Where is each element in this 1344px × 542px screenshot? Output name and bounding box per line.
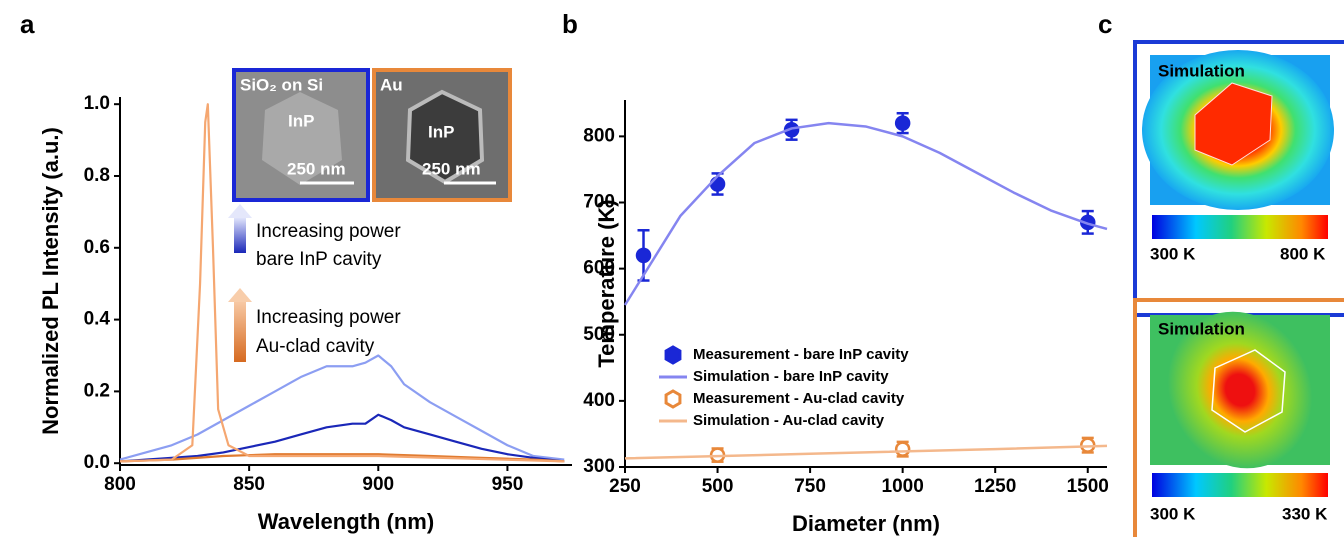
y-tick-label: 0.4 xyxy=(84,309,111,330)
y-tick-label: 800 xyxy=(583,125,615,146)
inset-shape xyxy=(262,92,342,185)
legend-swatch xyxy=(664,345,682,365)
map-particle xyxy=(1211,349,1286,433)
x-tick-label: 250 xyxy=(609,476,641,497)
y-axis-title: Normalized PL Intensity (a.u.) xyxy=(38,127,63,435)
x-tick-label: 500 xyxy=(702,476,734,497)
panel-label: b xyxy=(562,9,578,39)
inset-label: Au xyxy=(380,75,403,94)
data-point xyxy=(894,115,911,131)
y-tick-label: 700 xyxy=(583,192,615,213)
inset-shape xyxy=(405,89,485,185)
x-tick-label: 1000 xyxy=(882,476,924,497)
map-title: Simulation xyxy=(1158,319,1245,338)
annotation: Au-clad cavity xyxy=(256,336,375,357)
x-tick-label: 1250 xyxy=(974,476,1016,497)
data-line xyxy=(623,121,1108,306)
x-tick-label: 1500 xyxy=(1067,476,1109,497)
annotation: bare InP cavity xyxy=(256,249,382,270)
x-tick-label: 800 xyxy=(104,474,136,495)
scale-label: 250 nm xyxy=(422,159,481,178)
colorbar xyxy=(1152,473,1328,497)
scale-label: 250 nm xyxy=(287,159,346,178)
legend-swatch xyxy=(664,389,682,409)
y-tick-label: 0.0 xyxy=(84,452,110,473)
y-tick-label: 300 xyxy=(583,456,615,477)
data-line xyxy=(119,413,565,463)
y-tick-label: 0.2 xyxy=(84,380,110,401)
y-tick-label: 1.0 xyxy=(84,93,110,114)
y-tick-label: 0.6 xyxy=(84,237,110,258)
legend-label: Measurement - bare InP cavity xyxy=(693,346,909,363)
y-tick-label: 600 xyxy=(583,258,615,279)
legend-label: Simulation - Au-clad cavity xyxy=(693,412,885,429)
arrow xyxy=(234,218,246,253)
legend-label: Measurement - Au-clad cavity xyxy=(693,390,905,407)
colorbar-min: 300 K xyxy=(1150,244,1196,263)
x-tick-label: 850 xyxy=(233,474,265,495)
y-tick-label: 400 xyxy=(583,390,615,411)
y-tick-label: 0.8 xyxy=(84,165,110,186)
data-point xyxy=(894,441,911,457)
legend-label: Simulation - bare InP cavity xyxy=(693,368,889,385)
arrow-head xyxy=(228,204,252,218)
y-axis-title: Temperature (K) xyxy=(594,199,619,367)
x-tick-label: 950 xyxy=(492,474,524,495)
arrow xyxy=(234,302,246,362)
annotation: Increasing power xyxy=(256,307,401,328)
x-axis-title: Diameter (nm) xyxy=(792,511,940,536)
x-tick-label: 900 xyxy=(362,474,394,495)
data-point xyxy=(635,247,652,264)
panel-label: c xyxy=(1098,9,1112,39)
colorbar-min: 300 K xyxy=(1150,504,1196,523)
inset-label: SiO₂ on Si xyxy=(240,75,323,94)
colorbar xyxy=(1152,215,1328,239)
data-line xyxy=(119,103,565,463)
panel-frame xyxy=(1133,298,1344,542)
inset-label: InP xyxy=(288,111,314,130)
map-particle xyxy=(1194,82,1273,166)
annotation: Increasing power xyxy=(256,221,401,242)
inset-label: InP xyxy=(428,122,454,141)
colorbar-max: 800 K xyxy=(1280,244,1326,263)
arrow-head xyxy=(228,288,252,302)
x-axis-title: Wavelength (nm) xyxy=(258,509,434,534)
x-tick-label: 750 xyxy=(794,476,826,497)
y-tick-label: 500 xyxy=(583,324,615,345)
map-field xyxy=(1168,311,1312,469)
data-line xyxy=(624,444,1108,460)
colorbar-max: 330 K xyxy=(1282,504,1328,523)
data-line xyxy=(119,354,565,461)
map-title: Simulation xyxy=(1158,61,1245,80)
panel-label: a xyxy=(20,9,35,39)
